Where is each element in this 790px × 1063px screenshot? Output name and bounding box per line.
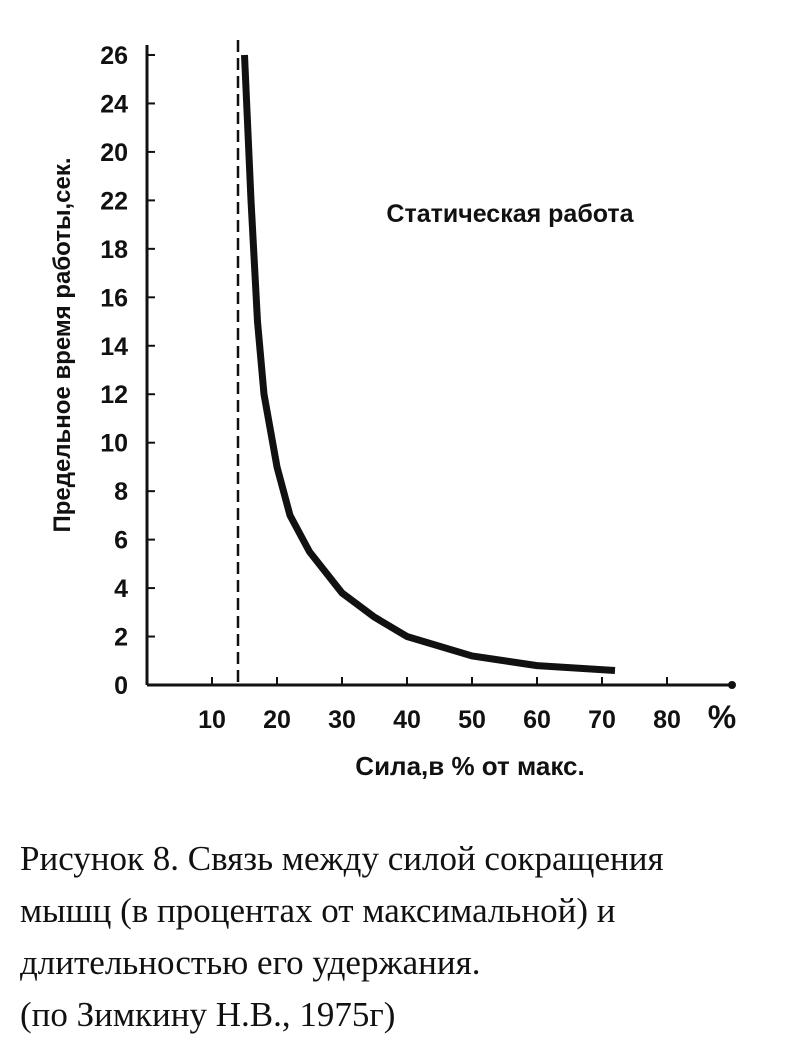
y-tick-label: 0: [114, 672, 128, 700]
y-axis-label: Предельное время работы,сек.: [49, 157, 76, 532]
y-tick-label: 6: [114, 527, 128, 555]
x-tick-label: 20: [263, 706, 291, 734]
y-tick-label: 10: [100, 430, 128, 458]
y-tick-label: 16: [100, 284, 128, 312]
caption-line: мышц (в процентах от максимальной) и: [20, 891, 615, 930]
y-tick-label: 4: [114, 575, 128, 603]
y-tick-label: 22: [100, 187, 128, 215]
caption-line: Рисунок 8. Связь между силой сокращения: [20, 839, 664, 878]
x-tick-label: 70: [588, 706, 616, 734]
caption-line: (по Зимкину Н.В., 1975г): [20, 995, 395, 1034]
y-tick-label: 2: [114, 624, 128, 652]
y-tick-label: 26: [100, 42, 128, 70]
x-tick-label: 40: [393, 706, 421, 734]
caption-line: длительностью его удержания.: [20, 943, 481, 982]
x-tick-label: 10: [198, 706, 226, 734]
y-tick-label: 12: [100, 381, 128, 409]
y-tick-label: 20: [100, 139, 128, 167]
x-tick-label: 80: [653, 706, 681, 734]
x-tick-label: 60: [523, 706, 551, 734]
y-tick-label: 18: [100, 236, 128, 264]
axis-end: [728, 681, 736, 689]
x-unit: %: [708, 699, 736, 735]
y-tick-label: 8: [114, 478, 128, 506]
curve: [241, 54, 616, 674]
x-tick-label: 50: [458, 706, 486, 734]
y-tick-label: 24: [100, 90, 128, 118]
annotation: Статическая работа: [386, 200, 634, 228]
x-tick-label: 30: [328, 706, 356, 734]
x-axis-label: Сила,в % от макс.: [355, 751, 584, 781]
y-tick-label: 14: [100, 333, 128, 361]
